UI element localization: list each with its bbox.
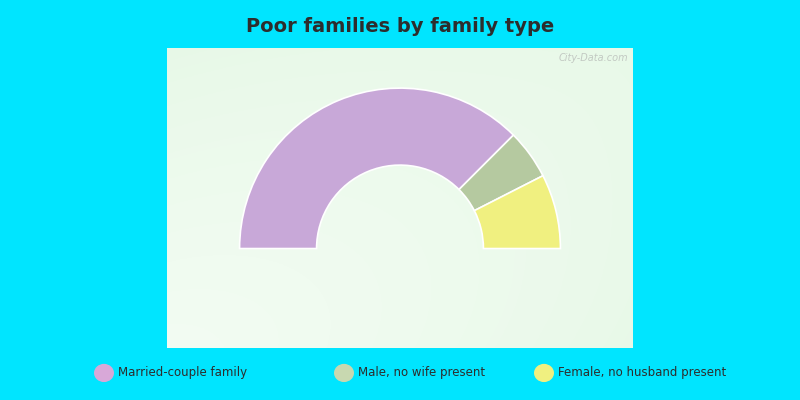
Wedge shape — [459, 135, 543, 211]
Text: Poor families by family type: Poor families by family type — [246, 17, 554, 36]
Ellipse shape — [94, 364, 114, 382]
Wedge shape — [474, 176, 561, 248]
Text: Female, no husband present: Female, no husband present — [558, 366, 726, 380]
Wedge shape — [239, 88, 514, 248]
Ellipse shape — [534, 364, 554, 382]
Text: Male, no wife present: Male, no wife present — [358, 366, 486, 380]
Text: City-Data.com: City-Data.com — [558, 53, 628, 63]
Ellipse shape — [334, 364, 354, 382]
Text: Married-couple family: Married-couple family — [118, 366, 247, 380]
